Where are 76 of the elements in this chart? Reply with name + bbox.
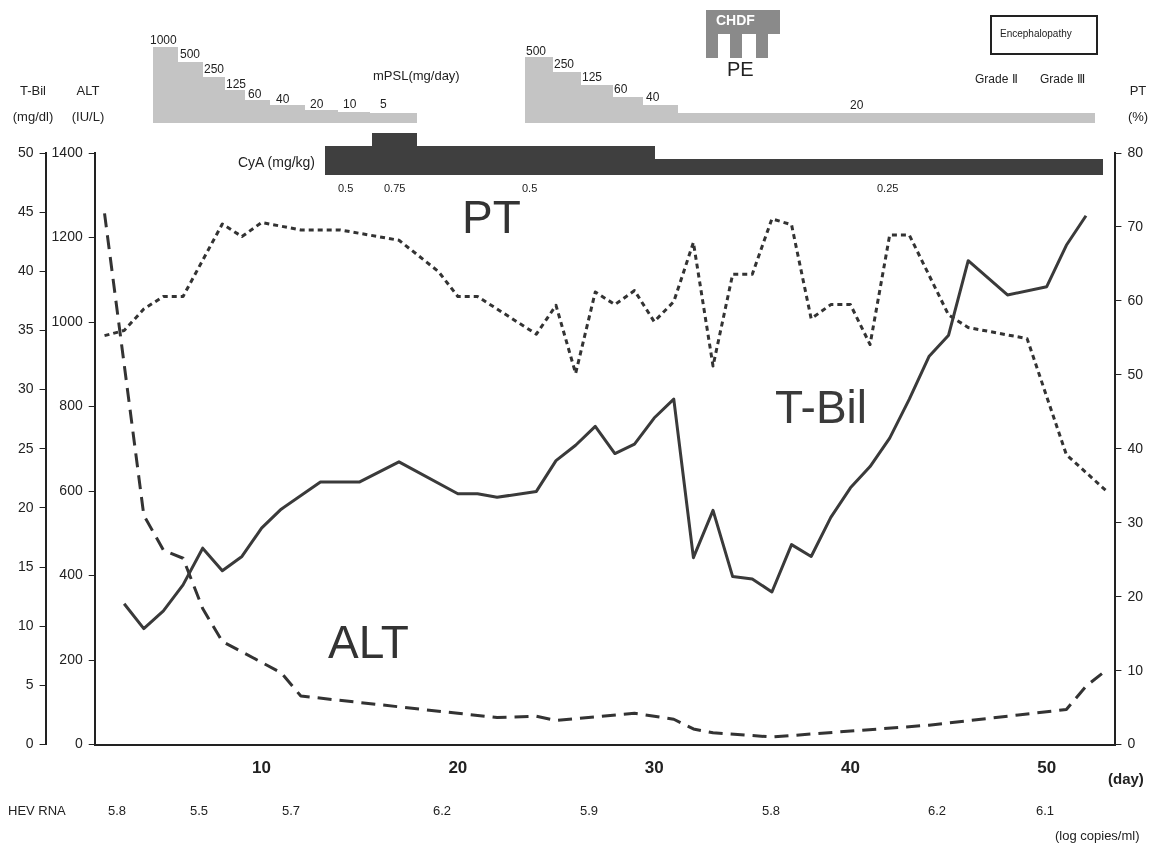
text: 60 [614, 82, 628, 96]
text: 1000 [150, 33, 177, 47]
text: 10 [343, 97, 357, 111]
text: 500 [526, 44, 547, 58]
y2-tick-label: 30 [1127, 513, 1144, 530]
y2-tick-label: 80 [1127, 143, 1144, 160]
y-tick-label: 5 [25, 676, 34, 693]
y2-axis-title: PT (%) [1127, 83, 1149, 124]
y2-tick-label: 40 [1127, 439, 1144, 456]
text: 5.8 [762, 803, 781, 818]
text: Grade Ⅲ [1040, 72, 1085, 86]
text: 5.7 [282, 803, 301, 818]
y-tick-label: 50 [17, 143, 34, 160]
y-tick-label: 25 [17, 439, 34, 456]
y-tick-label: 15 [17, 557, 34, 574]
text: Encephalopathy [1000, 28, 1072, 39]
y-tick-label: 10 [17, 617, 34, 634]
y-tick-label: 20 [17, 498, 34, 515]
y2-tick-label: 0 [1127, 735, 1136, 752]
text: 125 [582, 70, 603, 84]
x-tick-label: 40 [840, 758, 860, 778]
text: 250 [554, 57, 575, 71]
y3-tick-label: 1000 [51, 312, 83, 329]
series-label: PT [462, 191, 521, 243]
y2-tick-label: 10 [1127, 661, 1144, 678]
annotation: CyA (mg/kg) [238, 154, 316, 170]
series-label: T-Bil [775, 381, 867, 433]
text: 500 [180, 47, 201, 61]
y2-tick-label: 70 [1127, 217, 1144, 234]
y3-tick-label: 600 [59, 481, 83, 498]
text: 5 [380, 97, 387, 111]
text: 5.5 [190, 803, 209, 818]
y3-tick-label: 1400 [51, 143, 83, 160]
x-tick-label: 50 [1037, 758, 1057, 778]
text: 250 [204, 62, 225, 76]
text: CHDF [716, 12, 755, 28]
text: 6.2 [928, 803, 947, 818]
y3-tick-label: 1200 [51, 228, 83, 245]
y3-tick-label: 400 [59, 566, 83, 583]
y-tick-label: 0 [25, 735, 34, 752]
y3-axis-title: ALT (IU/L) [71, 83, 105, 124]
series-label: ALT [328, 616, 409, 668]
text: 20 [310, 97, 324, 111]
y-axis-title: T-Bil (mg/dl) [12, 83, 54, 124]
y-tick-label: 30 [17, 380, 34, 397]
y2-tick-label: 20 [1127, 587, 1144, 604]
text: PE [727, 58, 754, 80]
y2-tick-label: 50 [1127, 365, 1144, 382]
text: 20 [850, 98, 864, 112]
y3-tick-label: 200 [59, 650, 83, 667]
text: 5.8 [108, 803, 127, 818]
text: 40 [646, 90, 660, 104]
text: 125 [226, 77, 247, 91]
x-tick-label: 30 [644, 758, 664, 778]
x-tick-label: 10 [252, 758, 272, 778]
annotation: 0.25 [877, 182, 899, 194]
text: 6.1 [1036, 803, 1055, 818]
text: 60 [248, 87, 262, 101]
text: mPSL(mg/day) [373, 68, 460, 83]
y2-tick-label: 60 [1127, 291, 1144, 308]
text: Grade Ⅱ [975, 72, 1018, 86]
annotation: 0.5 [338, 182, 354, 194]
y-tick-label: 40 [17, 262, 34, 279]
text: 5.9 [580, 803, 599, 818]
y-tick-label: 35 [17, 321, 34, 338]
y3-tick-label: 800 [59, 397, 83, 414]
x-axis-title: (day) [1108, 770, 1144, 787]
y-tick-label: 45 [17, 203, 34, 220]
text: 40 [276, 92, 290, 106]
annotation: 0.75 [384, 182, 406, 194]
y3-tick-label: 0 [74, 735, 83, 752]
annotation: 0.5 [522, 182, 538, 194]
text: 6.2 [433, 803, 452, 818]
x-tick-label: 20 [448, 758, 468, 778]
text: HEV RNA [8, 803, 66, 818]
text: (log copies/ml) [1055, 828, 1140, 843]
